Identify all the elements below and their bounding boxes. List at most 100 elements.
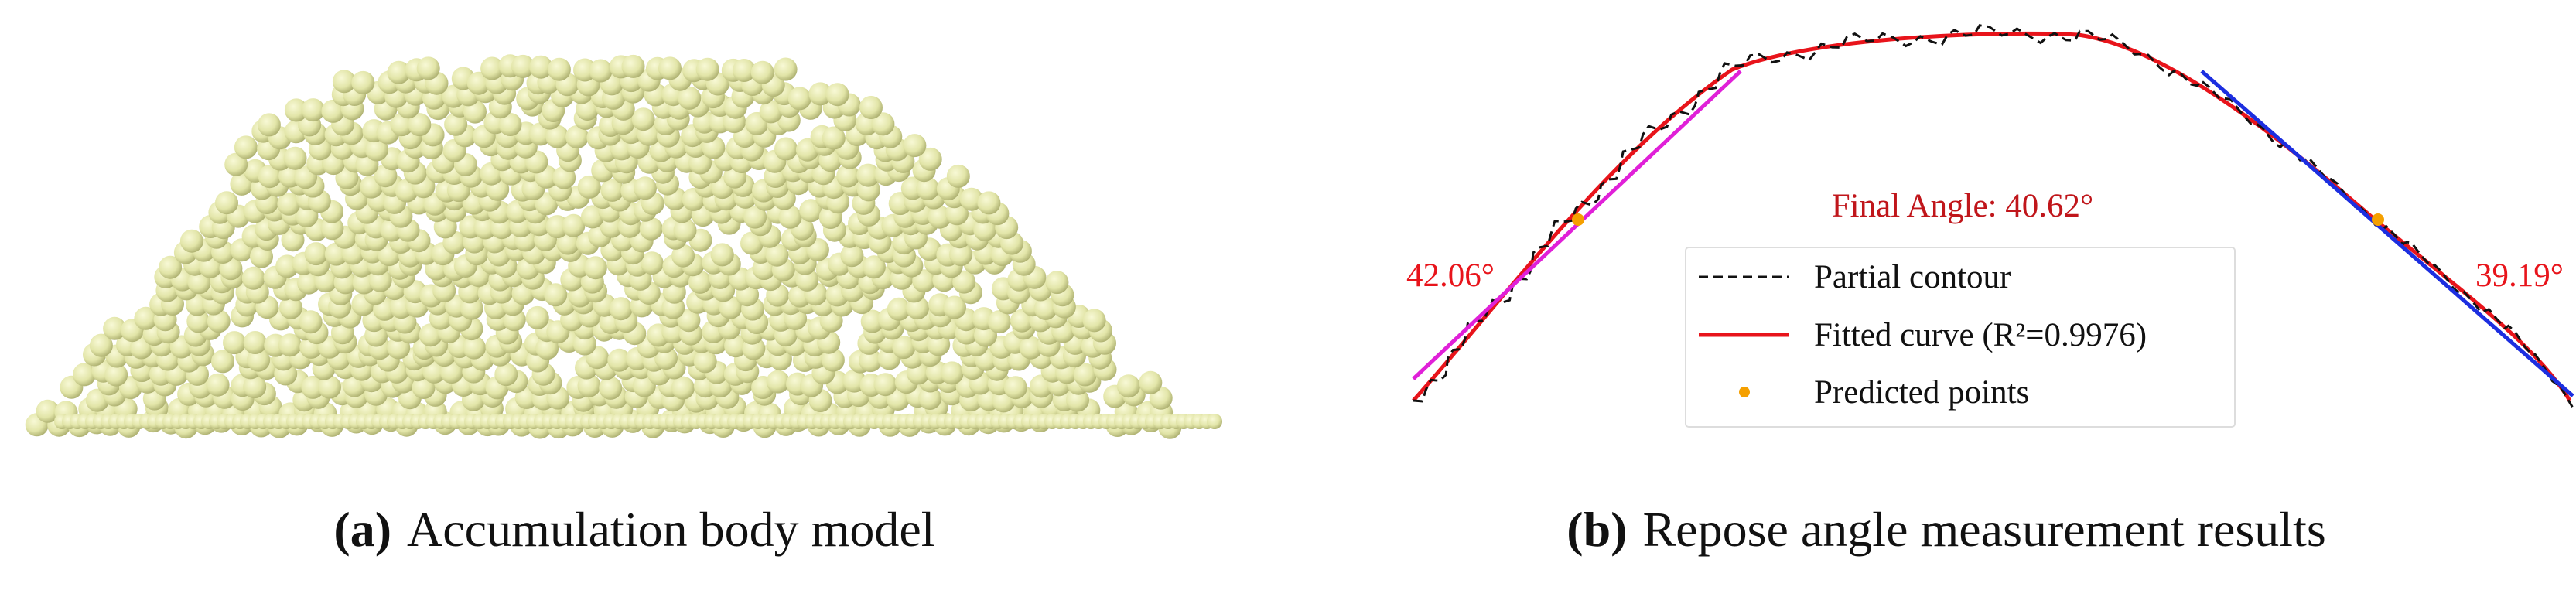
particle xyxy=(572,332,596,356)
particle xyxy=(774,57,798,81)
particle xyxy=(103,316,127,340)
caption-b: (b) Repose angle measurement results xyxy=(1566,502,2326,557)
particle xyxy=(1003,376,1027,400)
particle xyxy=(621,54,645,78)
particle xyxy=(1082,309,1106,333)
particle xyxy=(887,297,910,321)
particle xyxy=(279,295,302,319)
particle xyxy=(104,363,128,387)
particle xyxy=(321,99,345,123)
particle xyxy=(390,113,414,137)
particle xyxy=(466,71,490,95)
particle xyxy=(724,334,748,358)
caption-label: (a) xyxy=(333,502,391,557)
particle xyxy=(419,323,442,347)
particle xyxy=(207,309,231,333)
particle xyxy=(250,244,273,268)
particle xyxy=(928,205,951,229)
particle xyxy=(89,333,113,357)
particle xyxy=(206,373,230,397)
particle xyxy=(856,163,880,187)
particle xyxy=(1045,271,1069,295)
particle xyxy=(695,57,719,81)
particle xyxy=(351,70,375,94)
particle xyxy=(740,231,764,255)
particle xyxy=(688,270,712,294)
legend-entry: Fitted curve (R²=0.9976) xyxy=(1814,317,2147,353)
predicted-point xyxy=(1572,213,1584,226)
particle xyxy=(583,256,607,280)
particle xyxy=(284,98,308,122)
particle xyxy=(945,202,969,226)
particle xyxy=(918,387,942,410)
particle xyxy=(301,375,325,399)
particle xyxy=(987,310,1011,334)
particle xyxy=(463,336,486,360)
particle xyxy=(544,283,568,307)
particle xyxy=(577,374,601,397)
particle xyxy=(822,126,846,150)
particle xyxy=(589,59,613,83)
repose-plot: Final Angle: 40.62° 42.06° 39.19° Partia… xyxy=(1406,24,2574,428)
particle xyxy=(179,229,203,253)
particle xyxy=(1019,336,1043,360)
particle xyxy=(836,164,860,188)
particle xyxy=(241,266,265,290)
particle xyxy=(743,205,767,229)
particle xyxy=(943,295,966,319)
particle xyxy=(525,305,549,329)
particle xyxy=(1073,363,1097,387)
right-angle: 39.19° xyxy=(2475,258,2564,294)
particle xyxy=(364,138,388,162)
particle xyxy=(258,165,282,189)
particle xyxy=(511,54,535,78)
particle xyxy=(211,350,234,374)
particle xyxy=(671,376,695,400)
particle xyxy=(299,310,323,334)
particle xyxy=(916,177,940,200)
particle xyxy=(808,82,832,106)
particle xyxy=(766,370,790,394)
particle xyxy=(494,363,518,387)
particle xyxy=(918,147,942,171)
particle xyxy=(693,350,717,374)
particle xyxy=(840,244,864,268)
particle xyxy=(946,164,970,188)
particle xyxy=(609,297,633,321)
particle xyxy=(671,244,695,268)
particle xyxy=(799,199,823,223)
particle xyxy=(640,251,664,275)
particle xyxy=(1033,296,1057,320)
particle xyxy=(1207,414,1222,429)
caption-text: Accumulation body model xyxy=(407,502,935,557)
particle xyxy=(677,309,701,333)
particle xyxy=(408,113,432,137)
final-angle: Final Angle: 40.62° xyxy=(1832,188,2094,224)
particle xyxy=(892,336,916,360)
particle xyxy=(545,125,569,148)
particle xyxy=(903,134,927,158)
particle xyxy=(873,373,897,397)
particle xyxy=(634,176,657,200)
particle xyxy=(243,375,267,399)
particle xyxy=(860,309,884,333)
legend-swatch xyxy=(1739,387,1750,397)
left-angle: 42.06° xyxy=(1406,258,1495,294)
particle xyxy=(710,243,734,267)
particle xyxy=(556,231,580,255)
particle xyxy=(535,336,559,360)
particle xyxy=(297,271,320,295)
caption-label: (b) xyxy=(1566,502,1627,557)
particle xyxy=(673,218,697,242)
particle xyxy=(952,270,976,294)
particle xyxy=(73,363,96,387)
particle xyxy=(247,348,271,372)
particle xyxy=(765,243,789,267)
particle xyxy=(416,56,440,80)
particle xyxy=(278,333,302,357)
particle xyxy=(631,107,655,131)
caption-a: (a) Accumulation body model xyxy=(333,502,934,557)
particle xyxy=(600,178,624,202)
particle xyxy=(599,376,623,400)
